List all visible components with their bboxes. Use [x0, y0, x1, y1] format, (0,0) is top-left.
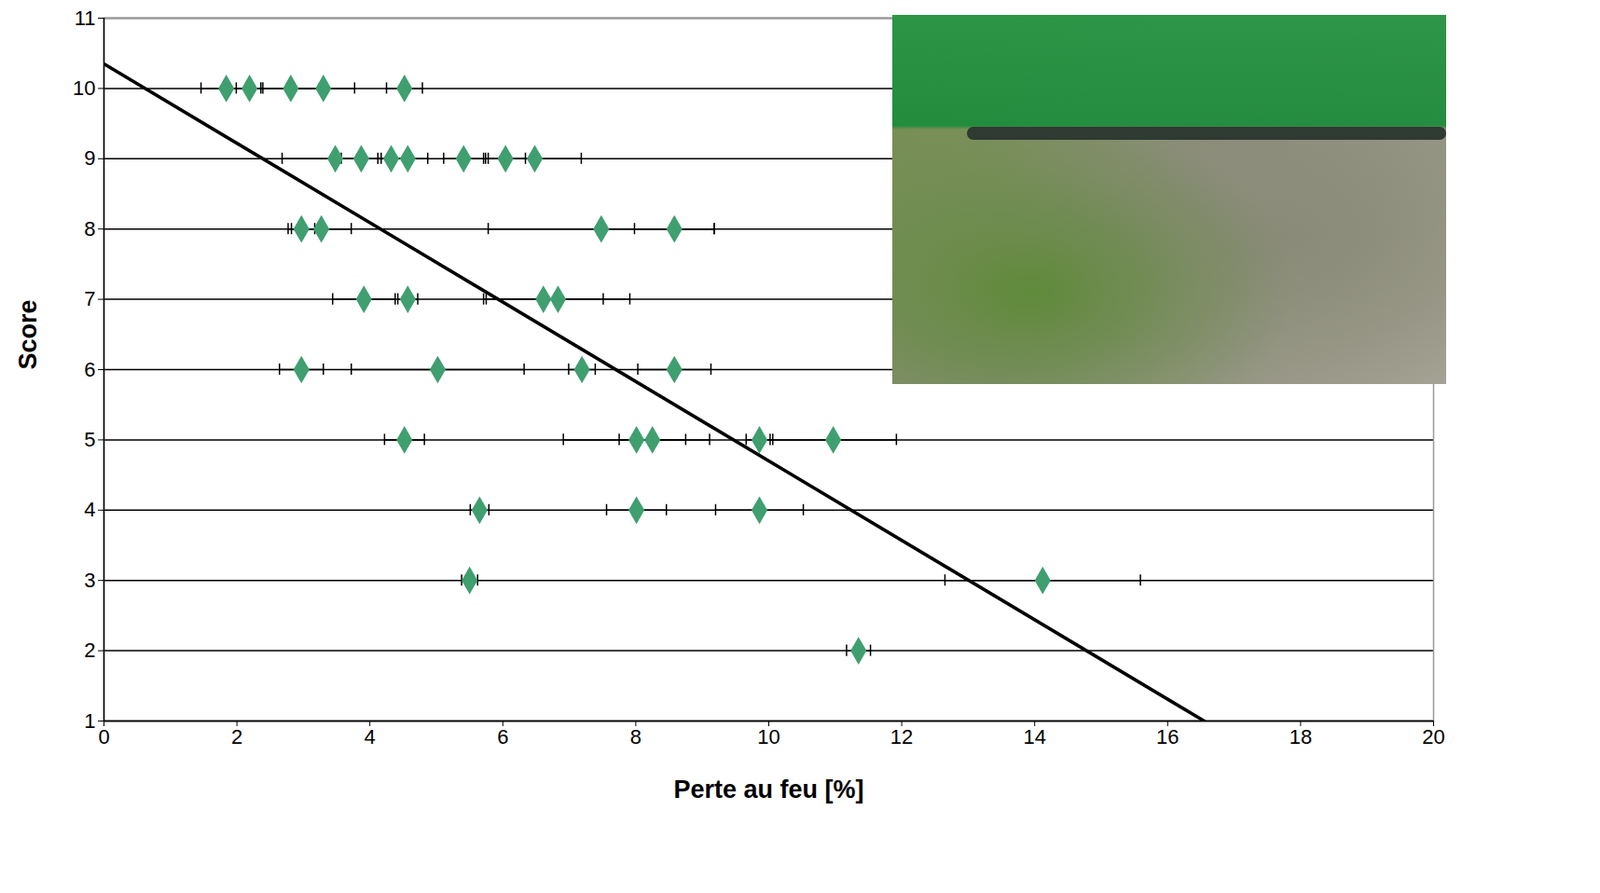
- svg-text:6: 6: [496, 725, 509, 749]
- svg-text:20: 20: [1421, 725, 1445, 749]
- svg-text:8: 8: [630, 725, 642, 749]
- svg-text:14: 14: [1022, 725, 1046, 749]
- svg-text:2: 2: [231, 725, 243, 749]
- svg-text:16: 16: [1156, 725, 1179, 749]
- svg-text:Perte au feu [%]: Perte au feu [%]: [673, 775, 864, 804]
- svg-text:18: 18: [1289, 725, 1312, 749]
- svg-text:10: 10: [757, 725, 780, 749]
- svg-text:9: 9: [83, 146, 96, 170]
- svg-text:1: 1: [83, 709, 96, 733]
- svg-text:7: 7: [83, 287, 96, 311]
- svg-text:6: 6: [83, 358, 96, 382]
- svg-text:3: 3: [83, 568, 96, 593]
- svg-text:5: 5: [83, 427, 96, 452]
- svg-text:10: 10: [72, 76, 96, 100]
- svg-text:4: 4: [83, 497, 96, 522]
- svg-text:11: 11: [74, 6, 97, 30]
- svg-text:Score: Score: [13, 299, 42, 370]
- svg-text:2: 2: [83, 638, 96, 663]
- svg-text:0: 0: [97, 725, 110, 749]
- svg-text:8: 8: [83, 217, 96, 241]
- svg-text:4: 4: [364, 725, 376, 749]
- svg-text:12: 12: [890, 725, 913, 749]
